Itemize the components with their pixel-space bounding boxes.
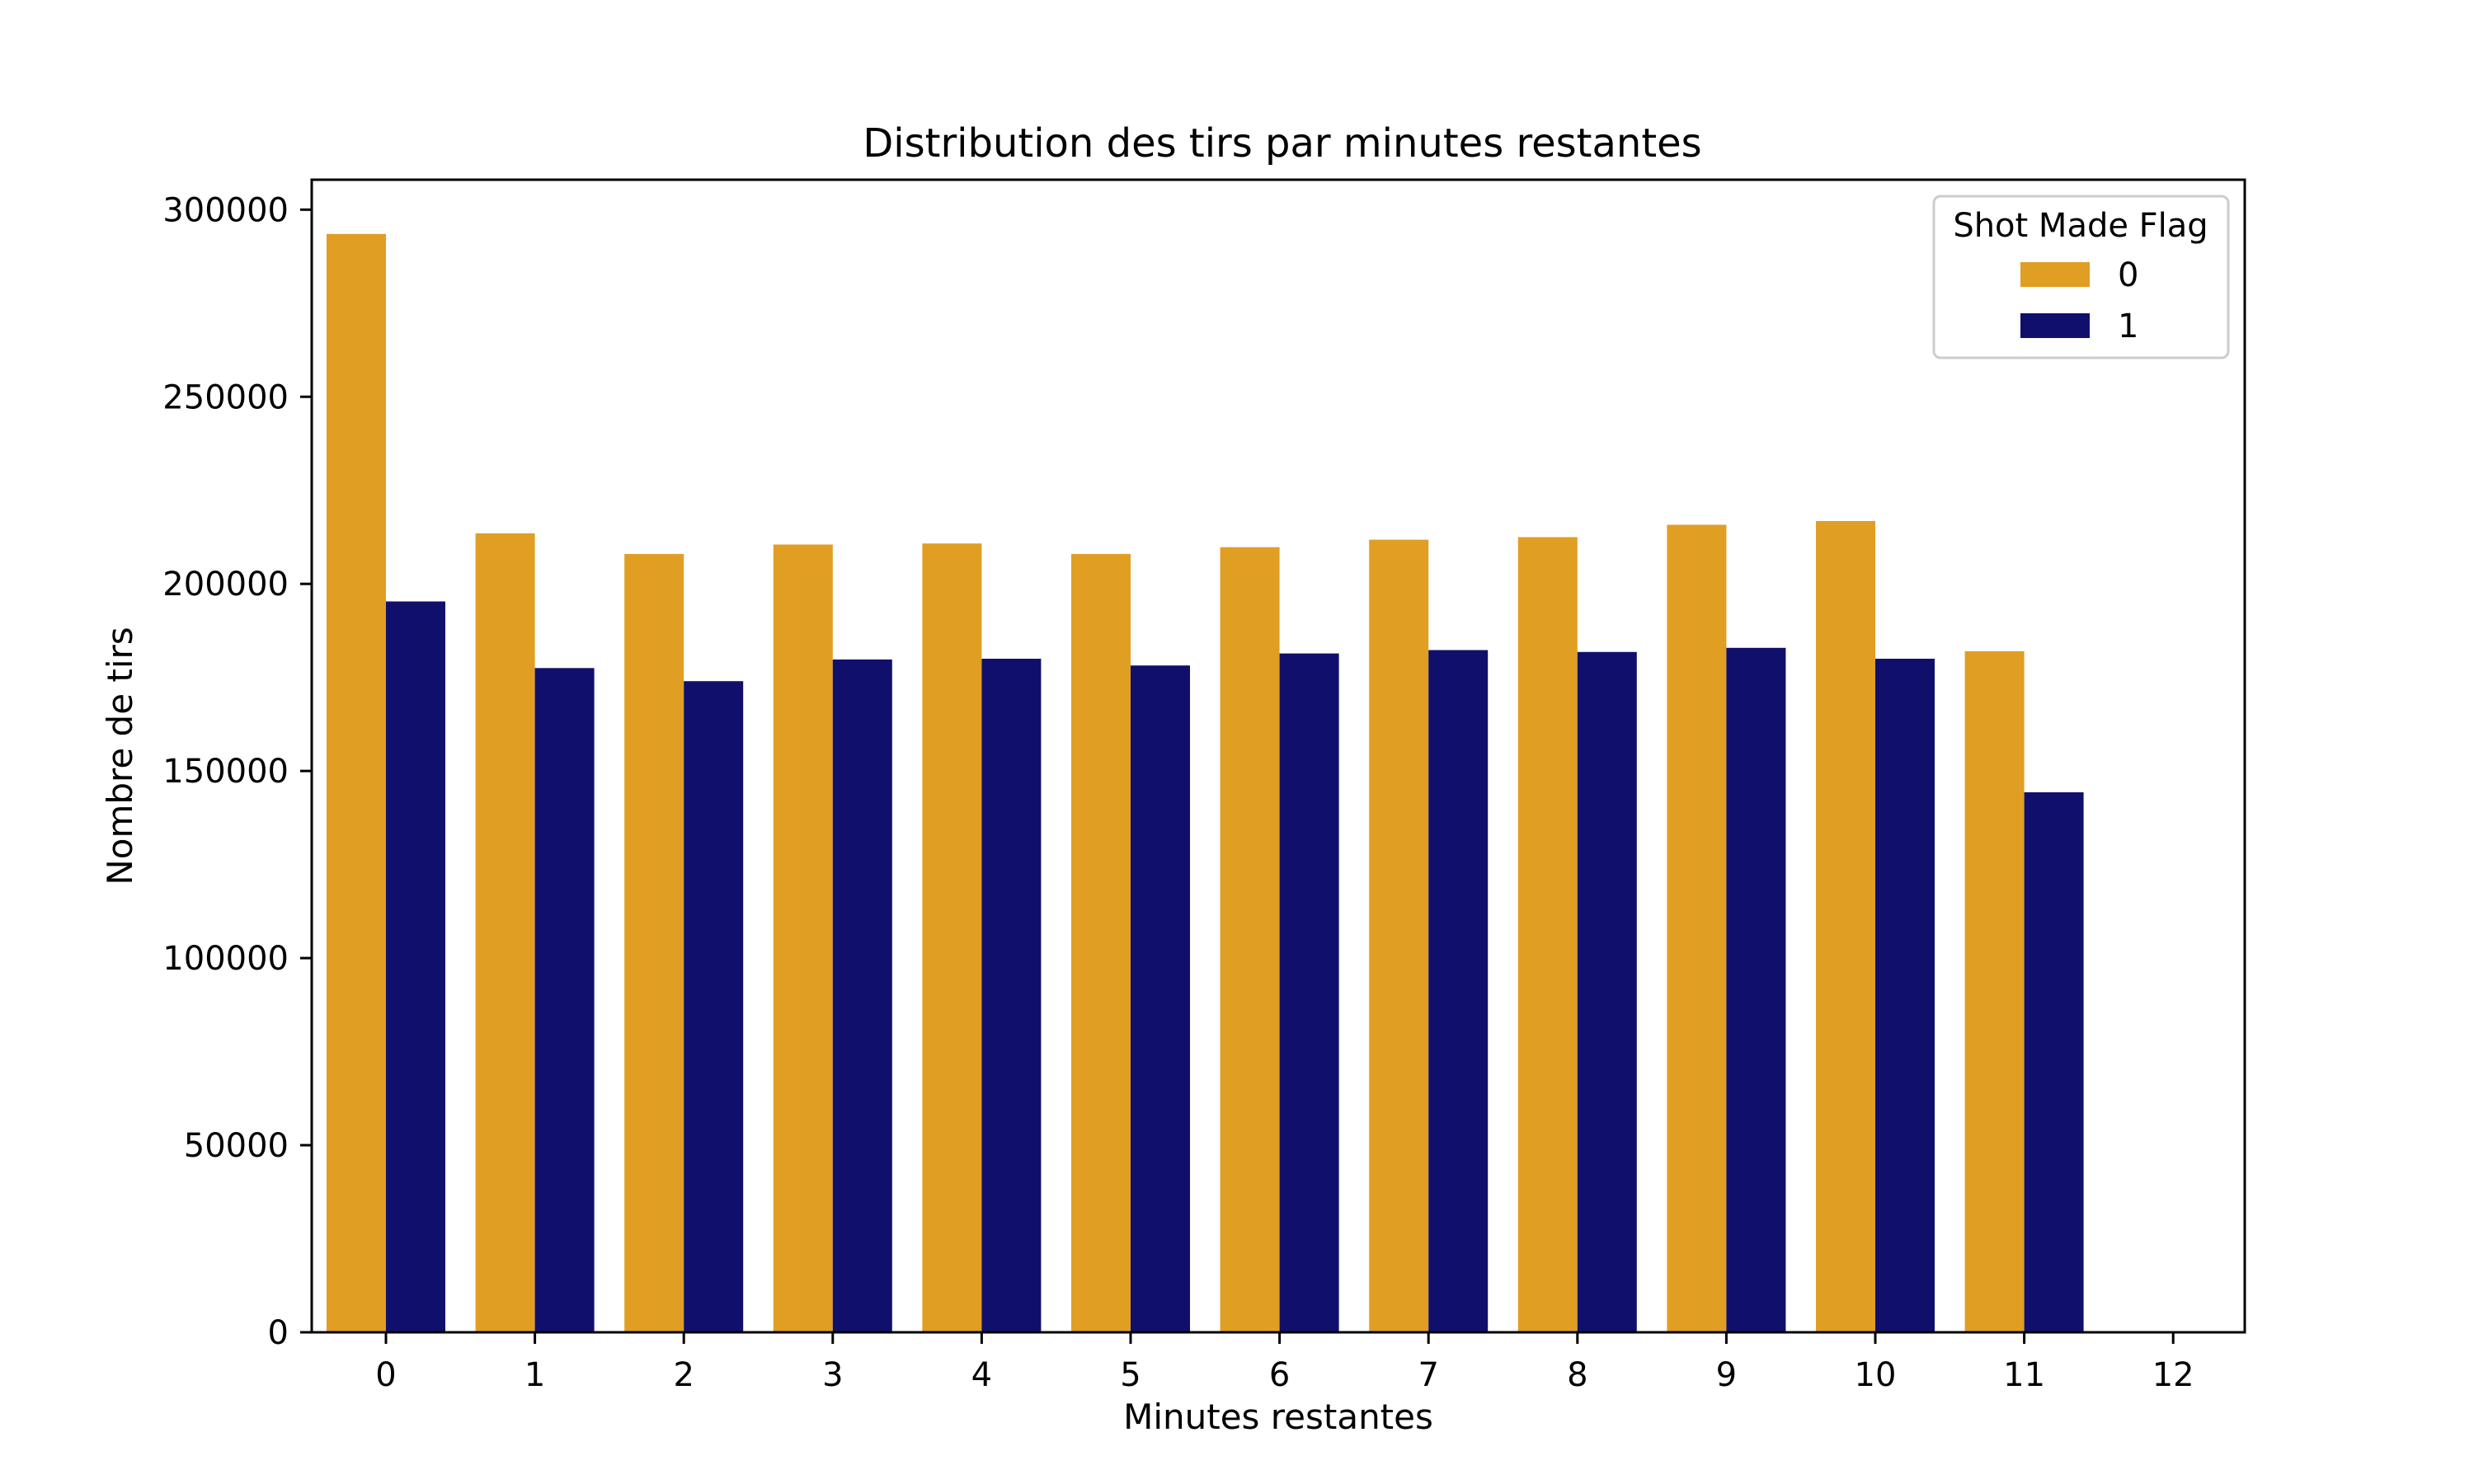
bar-9-flag-0 (1667, 524, 1727, 1332)
y-tick-label: 200000 (162, 566, 289, 603)
y-tick-label: 150000 (162, 753, 289, 791)
x-tick-label: 12 (2152, 1356, 2194, 1394)
bar-5-flag-1 (1131, 665, 1190, 1332)
bar-4-flag-0 (922, 543, 982, 1332)
x-tick-label: 0 (375, 1356, 396, 1394)
x-tick-label: 7 (1418, 1356, 1438, 1394)
y-axis: 0 50000 100000 150000 200000 250000 300000 (162, 191, 312, 1352)
y-tick-label: 300000 (162, 191, 289, 229)
plot-frame (310, 178, 2246, 1334)
bar-7-flag-0 (1369, 539, 1429, 1332)
bar-9-flag-1 (1726, 647, 1786, 1332)
x-tick-label: 9 (1716, 1356, 1737, 1394)
bar-10-flag-0 (1816, 521, 1875, 1332)
legend-swatch-0 (2020, 262, 2090, 287)
y-tick-label: 100000 (162, 940, 289, 978)
y-axis-label: Nombre de tirs (100, 627, 140, 885)
x-tick-label: 11 (2003, 1356, 2045, 1394)
x-tick-label: 3 (822, 1356, 843, 1394)
bar-10-flag-1 (1875, 659, 1935, 1332)
bar-3-flag-0 (773, 544, 833, 1332)
legend-title: Shot Made Flag (1953, 207, 2208, 245)
x-tick-label: 6 (1269, 1356, 1290, 1394)
bar-0-flag-1 (386, 601, 445, 1332)
legend: Shot Made Flag 0 1 (1932, 195, 2230, 359)
bar-5-flag-0 (1071, 553, 1131, 1332)
y-tick-label: 250000 (162, 378, 289, 416)
bar-11-flag-1 (2024, 792, 2084, 1332)
bar-2-flag-0 (624, 553, 684, 1332)
bar-3-flag-1 (832, 659, 892, 1332)
bar-2-flag-1 (684, 681, 744, 1332)
bar-6-flag-0 (1220, 547, 1280, 1332)
bar-7-flag-1 (1428, 650, 1489, 1332)
bars-layer (327, 233, 2084, 1332)
bar-1-flag-0 (475, 533, 535, 1332)
x-axis-label: Minutes restantes (1123, 1397, 1433, 1437)
legend-swatch-1 (2020, 313, 2090, 338)
bar-6-flag-1 (1279, 653, 1339, 1332)
x-tick-label: 8 (1567, 1356, 1587, 1394)
x-axis: 0 1 2 3 4 5 6 7 8 9 10 11 12 (375, 1332, 2194, 1394)
bar-0-flag-0 (327, 233, 386, 1332)
x-tick-label: 1 (524, 1356, 545, 1394)
x-tick-label: 5 (1120, 1356, 1141, 1394)
y-tick-label: 50000 (184, 1127, 289, 1165)
legend-label-1: 1 (2118, 308, 2138, 345)
x-tick-label: 2 (673, 1356, 694, 1394)
bar-1-flag-1 (534, 668, 595, 1332)
x-tick-label: 10 (1855, 1356, 1897, 1394)
legend-label-0: 0 (2118, 256, 2138, 294)
bar-4-flag-1 (981, 659, 1042, 1332)
x-tick-label: 4 (971, 1356, 992, 1394)
y-tick-label: 0 (268, 1314, 289, 1352)
bar-11-flag-0 (1964, 650, 2025, 1332)
chart-title: Distribution des tirs par minutes restan… (863, 120, 1701, 167)
bar-8-flag-0 (1517, 537, 1578, 1332)
bar-8-flag-1 (1577, 651, 1637, 1332)
